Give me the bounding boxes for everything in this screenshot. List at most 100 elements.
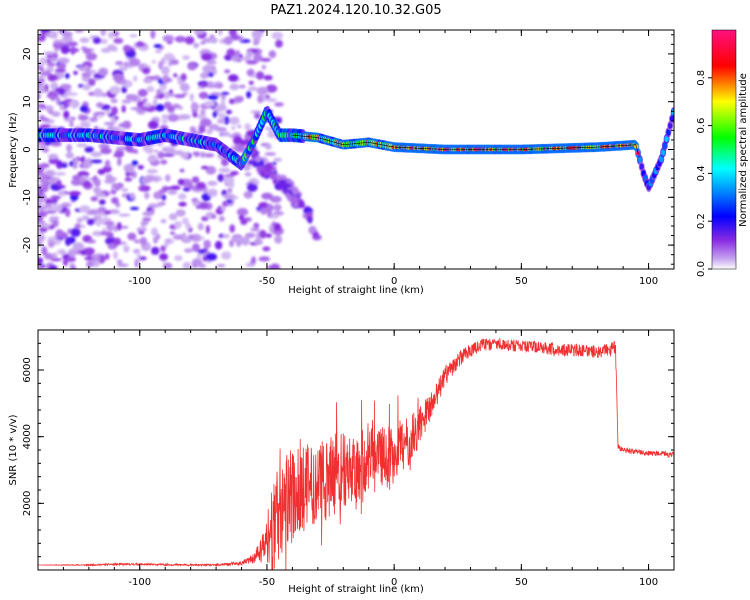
noise-blob	[85, 66, 91, 75]
y-tick-label: 0	[22, 146, 33, 152]
noise-blob	[163, 53, 175, 61]
noise-blob	[79, 105, 89, 113]
noise-blob	[39, 124, 52, 129]
noise-blob	[226, 178, 231, 185]
noise-blob	[175, 209, 186, 217]
noise-blob	[82, 164, 90, 169]
noise-blob	[147, 120, 159, 130]
noise-blob	[191, 101, 197, 108]
noise-blob	[253, 239, 263, 246]
noise-blob	[262, 246, 271, 252]
noise-blob	[146, 87, 155, 92]
noise-blob	[177, 178, 185, 186]
noise-blob	[153, 149, 159, 153]
noise-blob	[217, 118, 226, 124]
noise-blob	[218, 112, 226, 119]
noise-blob	[246, 182, 258, 192]
noise-blob	[113, 237, 122, 246]
ridge-core	[660, 149, 666, 156]
noise-blob	[117, 157, 122, 166]
noise-blob	[263, 75, 273, 81]
noise-blob	[85, 52, 97, 61]
noise-blob	[158, 189, 167, 194]
noise-blob	[237, 124, 242, 129]
noise-blob	[84, 158, 94, 167]
noise-blob	[80, 177, 86, 182]
noise-blob	[251, 256, 256, 265]
noise-blob	[191, 258, 203, 266]
colorbar-gradient	[712, 30, 736, 269]
noise-blob	[226, 48, 236, 57]
noise-blob	[250, 110, 262, 114]
ridge-core	[668, 122, 673, 129]
noise-blob	[98, 199, 106, 205]
noise-blob	[84, 146, 94, 153]
branch-blob	[277, 179, 288, 189]
noise-blob	[131, 160, 139, 166]
noise-blob	[200, 72, 209, 79]
branch-blob	[233, 135, 243, 146]
noise-blob	[152, 99, 158, 106]
noise-blob	[140, 220, 148, 227]
noise-blob	[79, 121, 91, 128]
noise-blob	[41, 30, 46, 39]
branch-blob	[269, 172, 277, 180]
ridge-core	[671, 109, 674, 116]
noise-blob	[90, 177, 95, 181]
noise-blob	[200, 108, 206, 116]
noise-blob	[143, 145, 152, 153]
noise-blob	[62, 34, 73, 43]
noise-blob	[55, 160, 63, 169]
noise-blob	[200, 165, 209, 170]
noise-blob	[179, 83, 190, 92]
noise-blob	[229, 83, 240, 91]
noise-blob	[67, 248, 77, 258]
noise-blob	[38, 257, 44, 265]
noise-blob	[82, 47, 91, 54]
noise-blob	[253, 40, 259, 46]
noise-blob	[229, 224, 236, 233]
noise-blob	[207, 94, 219, 100]
noise-blob	[270, 263, 281, 269]
noise-blob	[246, 50, 254, 58]
x-tick-label: -50	[259, 276, 275, 287]
noise-blob	[39, 163, 50, 169]
noise-blob	[191, 176, 200, 184]
noise-blob	[52, 252, 58, 260]
noise-blob	[52, 203, 58, 209]
noise-blob	[135, 41, 145, 48]
x-tick-label: 100	[639, 276, 658, 287]
noise-blob	[38, 144, 44, 148]
noise-blob	[157, 151, 165, 159]
branch-blob	[312, 231, 320, 239]
noise-blob	[180, 151, 190, 159]
noise-blob	[268, 50, 277, 59]
branch-blob	[236, 145, 244, 152]
noise-blob	[137, 89, 148, 97]
noise-blob	[162, 153, 175, 157]
noise-blob	[65, 152, 74, 159]
noise-blob	[161, 119, 168, 124]
y-tick-label: 10	[22, 95, 33, 108]
noise-blob	[90, 196, 99, 202]
noise-blob	[93, 187, 101, 193]
noise-blob	[159, 253, 169, 261]
noise-blob	[204, 153, 215, 158]
noise-blob	[51, 177, 60, 181]
noise-blob	[223, 116, 230, 125]
noise-blob	[115, 61, 124, 66]
noise-blob	[44, 203, 52, 209]
colorbar-tick-label: 0.0	[696, 261, 707, 277]
spectrogram-branch	[233, 135, 322, 241]
noise-blob	[206, 60, 217, 65]
noise-blob	[113, 224, 118, 233]
noise-blob	[228, 30, 237, 37]
noise-blob	[110, 98, 118, 104]
noise-blob	[127, 232, 137, 241]
noise-blob	[57, 62, 65, 71]
noise-blob	[93, 111, 98, 120]
y-tick-label: -20	[22, 237, 33, 253]
noise-blob	[38, 93, 41, 100]
colorbar-tick-label: 0.2	[696, 213, 707, 229]
noise-blob	[253, 53, 263, 62]
